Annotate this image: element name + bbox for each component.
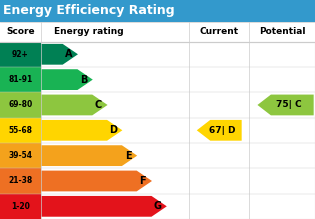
Text: 81-91: 81-91 <box>9 75 32 84</box>
Polygon shape <box>41 120 122 141</box>
Polygon shape <box>197 120 242 141</box>
Polygon shape <box>257 95 314 115</box>
Bar <box>0 92 41 118</box>
Polygon shape <box>41 69 93 90</box>
Bar <box>0 42 315 219</box>
Text: 92+: 92+ <box>12 50 29 59</box>
Text: Energy Efficiency Rating: Energy Efficiency Rating <box>3 4 175 18</box>
Text: 21-38: 21-38 <box>9 177 32 185</box>
Text: F: F <box>140 176 146 186</box>
Polygon shape <box>41 145 137 166</box>
Text: 75| C: 75| C <box>276 101 301 110</box>
Text: Potential: Potential <box>259 27 305 36</box>
Text: 39-54: 39-54 <box>9 151 32 160</box>
Bar <box>0 194 41 219</box>
Polygon shape <box>41 44 78 65</box>
Text: D: D <box>109 125 117 135</box>
Polygon shape <box>41 196 167 217</box>
Text: G: G <box>154 201 162 211</box>
Bar <box>0 143 41 168</box>
Text: B: B <box>80 75 87 85</box>
Polygon shape <box>41 171 152 191</box>
Text: A: A <box>65 49 72 59</box>
Bar <box>0 67 41 92</box>
Polygon shape <box>41 95 108 115</box>
Bar <box>0 168 41 194</box>
Text: Energy rating: Energy rating <box>54 27 123 36</box>
Text: 69-80: 69-80 <box>9 101 32 110</box>
Bar <box>0 118 41 143</box>
Text: 1-20: 1-20 <box>11 202 30 211</box>
Text: E: E <box>125 151 131 161</box>
Text: C: C <box>95 100 102 110</box>
Bar <box>0 42 41 67</box>
Text: 67| D: 67| D <box>209 126 236 135</box>
Text: Score: Score <box>6 27 35 36</box>
Text: 55-68: 55-68 <box>9 126 32 135</box>
Bar <box>0 0 315 22</box>
Text: Current: Current <box>199 27 238 36</box>
